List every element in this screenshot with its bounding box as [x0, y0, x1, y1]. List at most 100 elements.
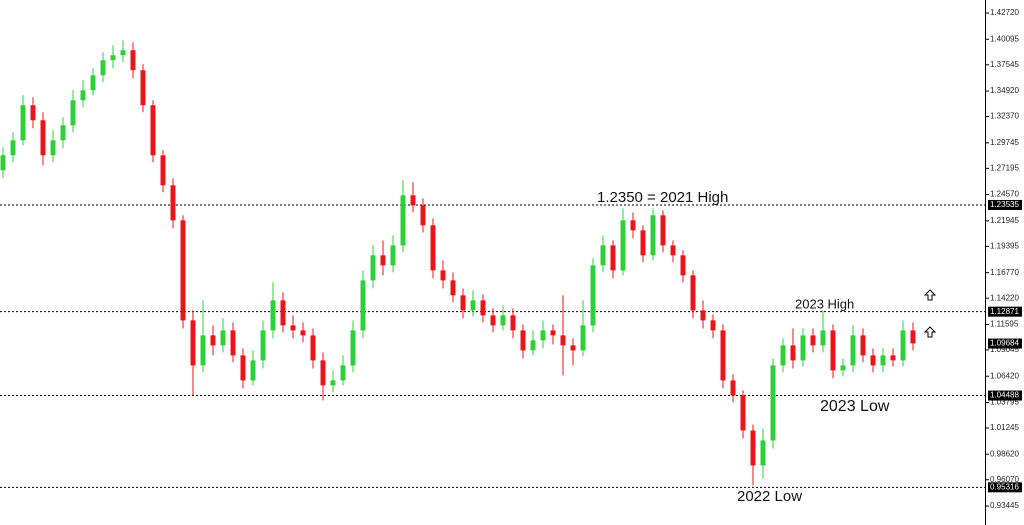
y-tick-label: 1.09045	[990, 345, 1019, 354]
y-tick-label: 0.93445	[990, 501, 1019, 510]
candle-body	[600, 245, 606, 266]
candle-body	[350, 330, 356, 366]
arrow-icon	[923, 326, 937, 338]
candle-body	[20, 105, 26, 141]
candle-body	[830, 330, 836, 371]
candle-body	[270, 300, 276, 331]
candle-body	[900, 330, 906, 361]
candle-body	[420, 205, 426, 226]
candle-body	[170, 185, 176, 221]
y-tick-label: 1.11595	[990, 320, 1019, 329]
candle-body	[560, 335, 566, 346]
candle-body	[390, 245, 396, 266]
candle-body	[710, 320, 716, 331]
level-label: 1.23535	[990, 200, 1019, 209]
candle-body	[810, 335, 816, 346]
candle-body	[680, 255, 686, 276]
candle-body	[470, 300, 476, 311]
y-tick-label: 1.42720	[990, 8, 1019, 17]
annotation: 2023 Low	[820, 398, 890, 415]
y-tick-label: 1.01245	[990, 423, 1019, 432]
candle-body	[130, 50, 136, 71]
candle-body	[890, 355, 896, 361]
y-tick-label: 1.06420	[990, 371, 1019, 380]
candle-body	[80, 90, 86, 101]
candle-body	[720, 330, 726, 381]
last-price-box	[988, 338, 1022, 349]
candle-body	[450, 280, 456, 296]
level-label: 0.95316	[990, 482, 1019, 491]
candle-body	[570, 345, 576, 351]
candle-body	[380, 255, 386, 266]
annotation: 2022 Low	[737, 488, 802, 505]
level-box	[988, 199, 1022, 210]
candle-body	[240, 355, 246, 381]
candle-body	[650, 215, 656, 256]
candle-body	[840, 365, 846, 371]
candle-body	[870, 355, 876, 366]
candle-body	[330, 380, 336, 386]
candle-body	[260, 330, 266, 361]
candle-body	[40, 120, 46, 156]
candle-body	[230, 330, 236, 356]
candle-body	[250, 360, 256, 381]
candle-body	[690, 275, 696, 311]
y-tick-label: 0.96070	[990, 475, 1019, 484]
candle-body	[300, 330, 306, 336]
candle-body	[530, 340, 536, 351]
y-tick-label: 1.37545	[990, 60, 1019, 69]
candle-body	[180, 220, 186, 321]
candle-body	[610, 245, 616, 271]
candle-body	[100, 60, 106, 76]
candle-body	[0, 155, 6, 171]
candle-body	[220, 330, 226, 346]
candle-body	[490, 315, 496, 326]
candle-body	[860, 335, 866, 356]
level-box	[988, 306, 1022, 317]
candle-body	[630, 220, 636, 231]
candle-body	[620, 220, 626, 271]
candle-body	[770, 365, 776, 441]
candle-body	[310, 335, 316, 361]
candle-body	[590, 265, 596, 326]
candle-body	[640, 230, 646, 256]
candle-body	[510, 315, 516, 331]
y-tick-label: 1.24570	[990, 190, 1019, 199]
candle-body	[550, 330, 556, 336]
candle-body	[10, 140, 16, 156]
candle-body	[820, 330, 826, 346]
candle-body	[110, 55, 116, 61]
candle-body	[440, 270, 446, 281]
candle-body	[120, 50, 126, 56]
level-box	[988, 482, 1022, 493]
candle-body	[400, 195, 406, 246]
candle-body	[780, 345, 786, 366]
arrow-icon	[923, 289, 937, 301]
candle-body	[800, 335, 806, 361]
y-tick-label: 0.98620	[990, 449, 1019, 458]
candle-body	[70, 100, 76, 126]
y-tick-label: 1.03795	[990, 398, 1019, 407]
candle-body	[90, 75, 96, 91]
candle-body	[880, 355, 886, 366]
candle-body	[160, 155, 166, 186]
y-tick-label: 1.29745	[990, 138, 1019, 147]
candle-body	[320, 360, 326, 386]
candle-body	[700, 310, 706, 321]
y-tick-label: 1.40095	[990, 34, 1019, 43]
y-tick-label: 1.16770	[990, 268, 1019, 277]
candle-body	[30, 105, 36, 121]
level-box	[988, 390, 1022, 401]
candle-body	[340, 365, 346, 381]
candle-body	[660, 215, 666, 246]
candle-body	[580, 325, 586, 351]
y-tick-label: 1.32370	[990, 112, 1019, 121]
candle-body	[670, 245, 676, 256]
y-tick-label: 1.21945	[990, 216, 1019, 225]
level-label: 1.04488	[990, 391, 1019, 400]
candle-body	[850, 335, 856, 366]
annotation: 2023 High	[795, 296, 854, 311]
candle-body	[60, 125, 66, 141]
candle-body	[150, 105, 156, 156]
